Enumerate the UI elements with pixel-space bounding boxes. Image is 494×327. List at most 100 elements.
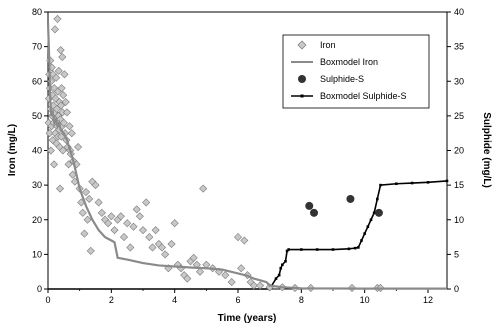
iron-point — [129, 222, 138, 231]
iron-point — [151, 226, 160, 235]
iron-point — [67, 129, 76, 138]
boxmodel-sulphide-point — [287, 248, 290, 251]
iron-point — [189, 253, 198, 262]
right-tick-label: 40 — [454, 7, 464, 17]
legend-label-boxmodel-iron: Boxmodel Iron — [320, 57, 378, 67]
right-axis-ticks: 0 5 10 15 20 25 30 35 40 — [447, 7, 464, 294]
boxmodel-iron-line — [46, 22, 447, 290]
left-tick-label: 40 — [32, 146, 42, 156]
boxmodel-sulphide-point — [279, 266, 283, 270]
boxmodel-sulphide-point — [357, 246, 360, 249]
iron-point — [58, 52, 67, 62]
iron-point — [85, 194, 94, 203]
x-axis-title: Time (years) — [218, 313, 277, 324]
iron-point — [237, 264, 246, 273]
iron-point — [116, 212, 125, 221]
legend-item-boxmodel-iron: Boxmodel Iron — [291, 57, 378, 67]
boxmodel-sulphide-point — [277, 273, 281, 277]
iron-point — [62, 108, 72, 117]
iron-point — [126, 243, 135, 252]
iron-point — [91, 181, 100, 190]
left-tick-label: 0 — [37, 284, 42, 294]
boxmodel-sulphide-point — [366, 225, 370, 228]
iron-point — [86, 246, 95, 255]
iron-point — [123, 219, 132, 228]
boxmodel-sulphide-point — [360, 239, 363, 242]
left-tick-label: 20 — [32, 215, 42, 225]
right-tick-label: 10 — [454, 215, 464, 225]
boxmodel-sulphide-point — [410, 181, 414, 185]
boxmodel-sulphide-point — [331, 248, 335, 251]
iron-point — [52, 73, 61, 82]
boxmodel-sulphide-point — [285, 249, 289, 253]
iron-point — [78, 208, 87, 217]
iron-point — [227, 278, 236, 287]
boxmodel-sulphide-point — [284, 260, 287, 263]
legend: Iron Boxmodel Iron Sulphide-S Boxmodel S… — [282, 34, 430, 109]
iron-point — [80, 229, 89, 238]
right-tick-label: 20 — [454, 146, 464, 156]
iron-point — [65, 122, 74, 131]
iron-point — [74, 143, 83, 152]
boxmodel-sulphide-point — [445, 179, 449, 183]
boxmodel-sulphide-point — [281, 263, 284, 267]
iron-point — [60, 70, 69, 79]
x-tick-label: 12 — [423, 295, 433, 305]
x-tick-label: 10 — [360, 295, 370, 305]
left-tick-label: 30 — [32, 180, 42, 190]
iron-point — [221, 271, 230, 280]
iron-point — [132, 205, 141, 214]
legend-iron-marker — [297, 40, 307, 50]
x-axis-ticks: 0 2 4 6 8 10 12 — [45, 289, 433, 305]
iron-point — [107, 212, 116, 221]
iron-point — [59, 118, 68, 127]
left-axis-ticks: 0 10 20 30 40 50 60 70 80 — [32, 7, 48, 294]
iron-point — [142, 198, 151, 207]
x-tick-label: 4 — [172, 295, 177, 305]
iron-point — [199, 184, 208, 193]
right-tick-label: 25 — [454, 111, 464, 121]
iron-point — [135, 212, 144, 221]
iron-point — [167, 239, 176, 249]
left-tick-label: 50 — [32, 111, 42, 121]
right-tick-label: 0 — [454, 284, 459, 294]
iron-point — [170, 219, 179, 228]
left-tick-label: 10 — [32, 249, 42, 259]
sulphide-point — [305, 201, 314, 210]
legend-sulphide-marker — [298, 75, 306, 83]
right-tick-label: 15 — [454, 180, 464, 190]
iron-point — [64, 160, 73, 169]
iron-point — [233, 233, 243, 242]
iron-point — [110, 226, 119, 235]
legend-boxmodel-sulphide-marker — [300, 94, 304, 98]
iron-point — [97, 208, 106, 217]
iron-point — [58, 146, 67, 155]
iron-point — [161, 250, 170, 259]
legend-item-boxmodel-sulphide: Boxmodel Sulphide-S — [291, 91, 407, 101]
left-tick-label: 60 — [32, 76, 42, 86]
boxmodel-sulphide-point — [372, 211, 376, 215]
boxmodel-sulphide-point — [379, 183, 382, 187]
boxmodel-sulphide-point — [369, 218, 373, 222]
iron-point — [104, 219, 113, 228]
boxmodel-sulphide-point — [353, 246, 357, 250]
iron-point — [157, 243, 167, 252]
left-tick-label: 80 — [32, 7, 42, 17]
iron-point — [94, 198, 103, 207]
legend-label-iron: Iron — [320, 40, 336, 50]
iron-point — [46, 146, 55, 155]
iron-point — [83, 215, 92, 224]
boxmodel-sulphide-point — [395, 182, 398, 186]
series-layer — [44, 14, 449, 292]
legend-label-sulphide: Sulphide-S — [320, 74, 364, 84]
iron-point — [56, 184, 65, 193]
iron-point — [145, 233, 154, 242]
sulphide-point — [346, 194, 355, 203]
x-tick-label: 8 — [299, 295, 304, 305]
iron-point — [59, 91, 68, 100]
iron-point — [56, 46, 65, 55]
right-axis-title: Sulphide (mg/L) — [481, 112, 492, 188]
x-tick-label: 0 — [45, 295, 50, 305]
iron-point — [54, 66, 63, 75]
